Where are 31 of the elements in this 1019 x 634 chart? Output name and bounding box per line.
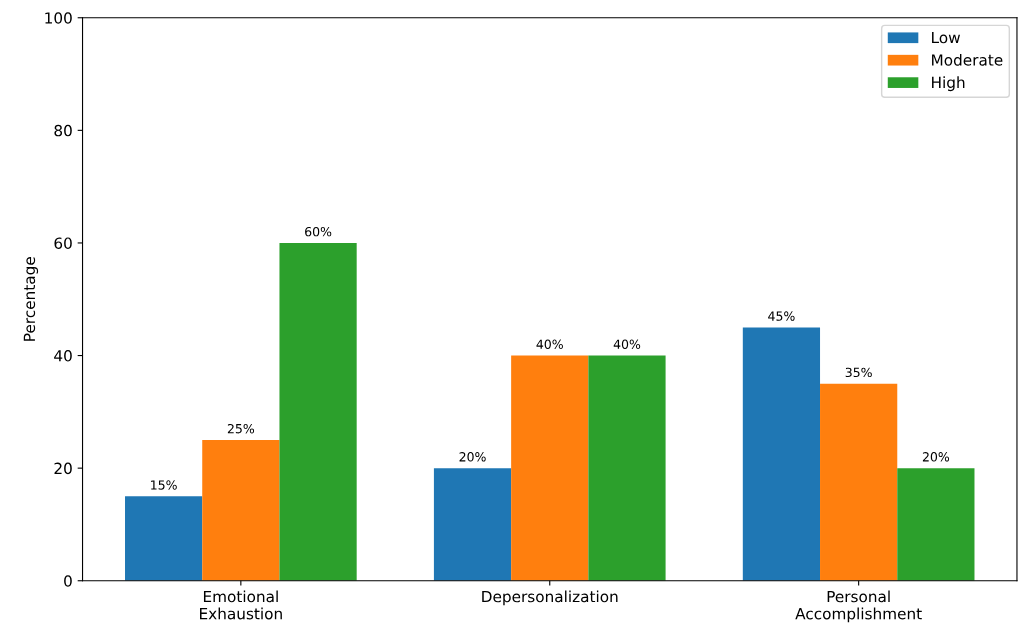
data-label: 25% <box>227 423 255 434</box>
legend-label: Low <box>932 31 960 44</box>
bar <box>511 355 589 581</box>
bar <box>820 383 898 581</box>
y-axis-title: Percentage <box>23 257 39 341</box>
y-tick-label: 100 <box>45 12 72 24</box>
bar <box>588 355 666 581</box>
bar <box>742 327 821 581</box>
legend-label: Moderate <box>932 53 1003 66</box>
legend-label: High <box>932 76 965 92</box>
data-label: 35% <box>845 367 872 378</box>
data-label: 15% <box>151 480 177 490</box>
x-tick-label: Depersonalization <box>482 590 618 606</box>
bar <box>202 440 280 581</box>
data-label: 45% <box>768 311 795 321</box>
data-label: 60% <box>305 226 332 237</box>
data-label: 40% <box>613 339 641 349</box>
bar <box>433 468 512 581</box>
data-label: 40% <box>536 339 563 349</box>
x-tick-label: Personal Accomplishment <box>795 590 922 623</box>
x-tick-label: Emotional Exhaustion <box>200 590 282 620</box>
bar <box>279 242 357 581</box>
data-label: 20% <box>459 452 486 462</box>
y-tick-label: 60 <box>54 237 72 249</box>
y-tick-label: 20 <box>54 462 72 475</box>
data-label: 20% <box>922 452 950 462</box>
bar <box>125 496 203 581</box>
y-tick-label: 40 <box>54 350 72 362</box>
y-tick-label: 0 <box>64 575 72 587</box>
y-tick-label: 80 <box>54 124 72 137</box>
bar <box>897 468 975 581</box>
